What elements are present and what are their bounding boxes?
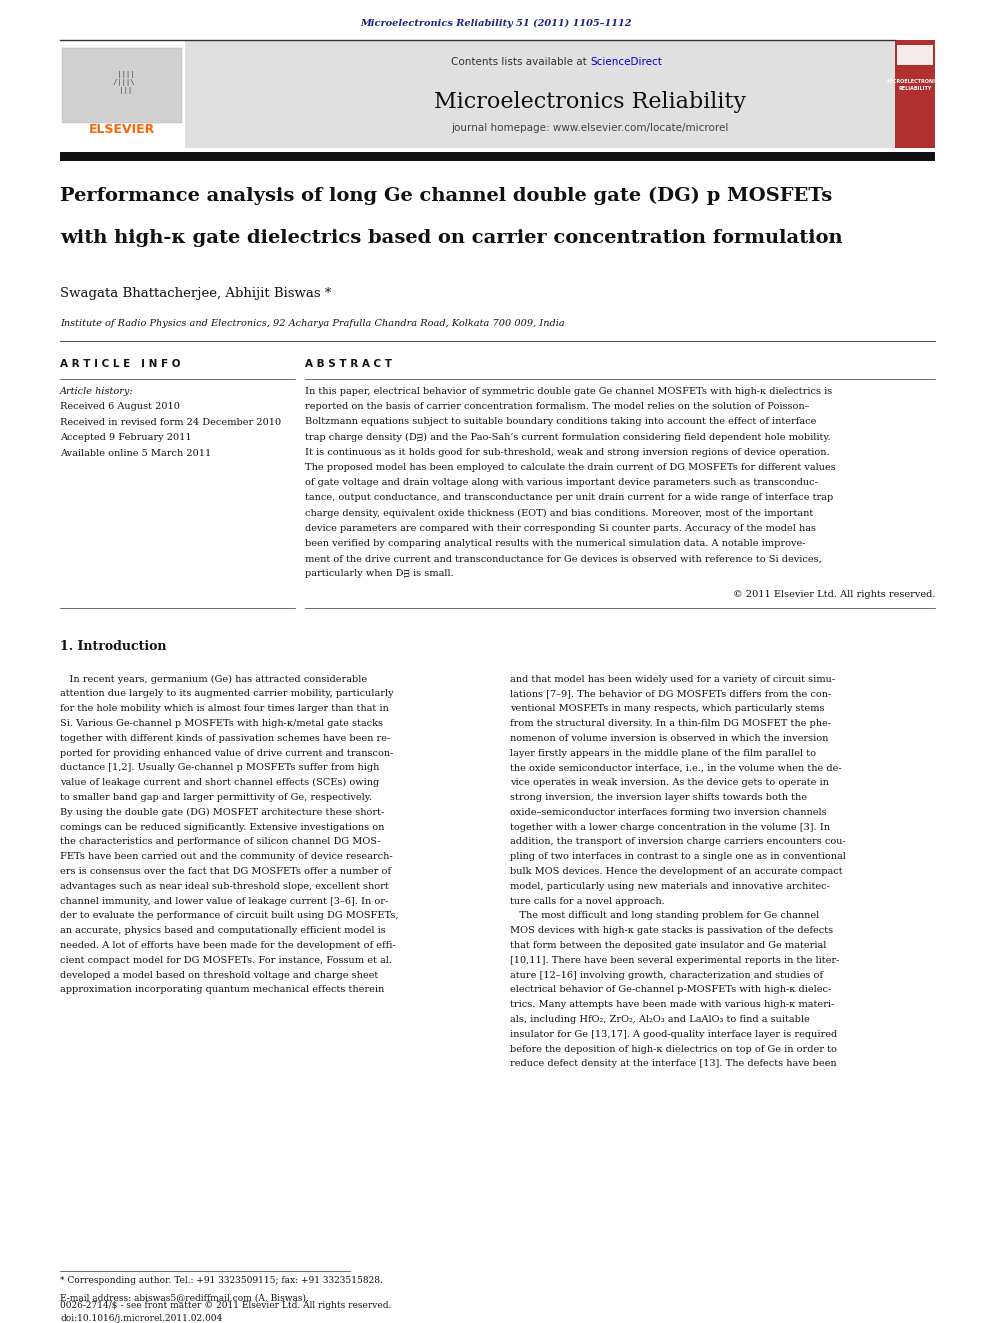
Text: 1. Introduction: 1. Introduction — [60, 639, 167, 652]
Text: ventional MOSFETs in many respects, which particularly stems: ventional MOSFETs in many respects, whic… — [510, 704, 824, 713]
Text: to smaller band gap and larger permittivity of Ge, respectively.: to smaller band gap and larger permittiv… — [60, 792, 372, 802]
Text: In recent years, germanium (Ge) has attracted considerable: In recent years, germanium (Ge) has attr… — [60, 675, 367, 684]
Text: value of leakage current and short channel effects (SCEs) owing: value of leakage current and short chann… — [60, 778, 379, 787]
Text: developed a model based on threshold voltage and charge sheet: developed a model based on threshold vol… — [60, 971, 378, 979]
Text: Boltzmann equations subject to suitable boundary conditions taking into account : Boltzmann equations subject to suitable … — [305, 417, 816, 426]
Text: doi:10.1016/j.microrel.2011.02.004: doi:10.1016/j.microrel.2011.02.004 — [60, 1314, 222, 1323]
Text: Contents lists available at: Contents lists available at — [451, 57, 590, 67]
Bar — [60, 40, 895, 148]
Text: der to evaluate the performance of circuit built using DG MOSFETs,: der to evaluate the performance of circu… — [60, 912, 399, 921]
Text: lations [7–9]. The behavior of DG MOSFETs differs from the con-: lations [7–9]. The behavior of DG MOSFET… — [510, 689, 831, 699]
Text: Accepted 9 February 2011: Accepted 9 February 2011 — [60, 434, 191, 442]
Text: Available online 5 March 2011: Available online 5 March 2011 — [60, 448, 211, 458]
Text: comings can be reduced significantly. Extensive investigations on: comings can be reduced significantly. Ex… — [60, 823, 384, 832]
Text: Microelectronics Reliability 51 (2011) 1105–1112: Microelectronics Reliability 51 (2011) 1… — [360, 19, 632, 28]
Text: pling of two interfaces in contrast to a single one as in conventional: pling of two interfaces in contrast to a… — [510, 852, 846, 861]
Text: been verified by comparing analytical results with the numerical simulation data: been verified by comparing analytical re… — [305, 538, 806, 548]
Text: Received in revised form 24 December 2010: Received in revised form 24 December 201… — [60, 418, 281, 427]
Text: ductance [1,2]. Usually Ge-channel p MOSFETs suffer from high: ductance [1,2]. Usually Ge-channel p MOS… — [60, 763, 379, 773]
Text: ported for providing enhanced value of drive current and transcon-: ported for providing enhanced value of d… — [60, 749, 394, 758]
Text: trap charge density (Dᴟ) and the Pao-Sah’s current formulation considering field: trap charge density (Dᴟ) and the Pao-Sah… — [305, 433, 830, 442]
Text: ature [12–16] involving growth, characterization and studies of: ature [12–16] involving growth, characte… — [510, 971, 823, 979]
Text: attention due largely to its augmented carrier mobility, particularly: attention due largely to its augmented c… — [60, 689, 394, 699]
Text: Received 6 August 2010: Received 6 August 2010 — [60, 402, 180, 411]
Text: the characteristics and performance of silicon channel DG MOS-: the characteristics and performance of s… — [60, 837, 381, 847]
Text: with high-κ gate dielectrics based on carrier concentration formulation: with high-κ gate dielectrics based on ca… — [60, 229, 842, 247]
Text: of gate voltage and drain voltage along with various important device parameters: of gate voltage and drain voltage along … — [305, 478, 817, 487]
Text: A R T I C L E   I N F O: A R T I C L E I N F O — [60, 359, 181, 369]
Text: strong inversion, the inversion layer shifts towards both the: strong inversion, the inversion layer sh… — [510, 792, 807, 802]
Text: journal homepage: www.elsevier.com/locate/microrel: journal homepage: www.elsevier.com/locat… — [451, 123, 729, 134]
Text: By using the double gate (DG) MOSFET architecture these short-: By using the double gate (DG) MOSFET arc… — [60, 808, 384, 816]
Text: Si. Various Ge-channel p MOSFETs with high-κ/metal gate stacks: Si. Various Ge-channel p MOSFETs with hi… — [60, 718, 383, 728]
Text: an accurate, physics based and computationally efficient model is: an accurate, physics based and computati… — [60, 926, 386, 935]
Text: cient compact model for DG MOSFETs. For instance, Fossum et al.: cient compact model for DG MOSFETs. For … — [60, 955, 392, 964]
Text: vice operates in weak inversion. As the device gets to operate in: vice operates in weak inversion. As the … — [510, 778, 829, 787]
Text: advantages such as near ideal sub-threshold slope, excellent short: advantages such as near ideal sub-thresh… — [60, 882, 389, 890]
Text: ELSEVIER: ELSEVIER — [89, 123, 155, 136]
Text: layer firstly appears in the middle plane of the film parallel to: layer firstly appears in the middle plan… — [510, 749, 816, 758]
Text: and that model has been widely used for a variety of circuit simu-: and that model has been widely used for … — [510, 675, 835, 684]
Text: Swagata Bhattacherjee, Abhijit Biswas *: Swagata Bhattacherjee, Abhijit Biswas * — [60, 287, 331, 300]
Text: bulk MOS devices. Hence the development of an accurate compact: bulk MOS devices. Hence the development … — [510, 867, 842, 876]
Text: the oxide semiconductor interface, i.e., in the volume when the de-: the oxide semiconductor interface, i.e.,… — [510, 763, 841, 773]
Text: © 2011 Elsevier Ltd. All rights reserved.: © 2011 Elsevier Ltd. All rights reserved… — [732, 590, 935, 598]
Text: from the structural diversity. In a thin-film DG MOSFET the phe-: from the structural diversity. In a thin… — [510, 718, 831, 728]
Text: MOS devices with high-κ gate stacks is passivation of the defects: MOS devices with high-κ gate stacks is p… — [510, 926, 833, 935]
Text: reported on the basis of carrier concentration formalism. The model relies on th: reported on the basis of carrier concent… — [305, 402, 809, 411]
Text: model, particularly using new materials and innovative architec-: model, particularly using new materials … — [510, 882, 830, 890]
Text: trics. Many attempts have been made with various high-κ materi-: trics. Many attempts have been made with… — [510, 1000, 834, 1009]
Text: * Corresponding author. Tel.: +91 3323509115; fax: +91 3323515828.: * Corresponding author. Tel.: +91 332350… — [60, 1275, 383, 1285]
Bar — [897, 45, 933, 65]
Text: approximation incorporating quantum mechanical effects therein: approximation incorporating quantum mech… — [60, 986, 384, 995]
Text: The proposed model has been employed to calculate the drain current of DG MOSFET: The proposed model has been employed to … — [305, 463, 835, 472]
Text: for the hole mobility which is almost four times larger than that in: for the hole mobility which is almost fo… — [60, 704, 389, 713]
Text: A B S T R A C T: A B S T R A C T — [305, 359, 392, 369]
Text: together with different kinds of passivation schemes have been re-: together with different kinds of passiva… — [60, 734, 390, 742]
Bar — [60, 40, 185, 148]
Text: that form between the deposited gate insulator and Ge material: that form between the deposited gate ins… — [510, 941, 826, 950]
Text: needed. A lot of efforts have been made for the development of effi-: needed. A lot of efforts have been made … — [60, 941, 396, 950]
Text: before the deposition of high-κ dielectrics on top of Ge in order to: before the deposition of high-κ dielectr… — [510, 1045, 837, 1053]
Text: It is continuous as it holds good for sub-threshold, weak and strong inversion r: It is continuous as it holds good for su… — [305, 447, 829, 456]
Text: 0026-2714/$ - see front matter © 2011 Elsevier Ltd. All rights reserved.: 0026-2714/$ - see front matter © 2011 El… — [60, 1301, 392, 1310]
Text: E-mail address: abiswas5@rediffmail.com (A. Biswas).: E-mail address: abiswas5@rediffmail.com … — [60, 1293, 309, 1302]
Text: addition, the transport of inversion charge carriers encounters cou-: addition, the transport of inversion cha… — [510, 837, 846, 847]
Text: reduce defect density at the interface [13]. The defects have been: reduce defect density at the interface [… — [510, 1060, 836, 1069]
Text: Microelectronics Reliability: Microelectronics Reliability — [434, 91, 746, 112]
Text: ers is consensus over the fact that DG MOSFETs offer a number of: ers is consensus over the fact that DG M… — [60, 867, 391, 876]
Text: Institute of Radio Physics and Electronics, 92 Acharya Prafulla Chandra Road, Ko: Institute of Radio Physics and Electroni… — [60, 319, 564, 328]
Text: tance, output conductance, and transconductance per unit drain current for a wid: tance, output conductance, and transcond… — [305, 493, 833, 503]
Text: The most difficult and long standing problem for Ge channel: The most difficult and long standing pro… — [510, 912, 819, 921]
Text: [10,11]. There have been several experimental reports in the liter-: [10,11]. There have been several experim… — [510, 955, 839, 964]
Text: FETs have been carried out and the community of device research-: FETs have been carried out and the commu… — [60, 852, 393, 861]
Bar — [895, 40, 935, 148]
Text: Performance analysis of long Ge channel double gate (DG) p MOSFETs: Performance analysis of long Ge channel … — [60, 187, 832, 205]
Text: ScienceDirect: ScienceDirect — [590, 57, 662, 67]
Text: In this paper, electrical behavior of symmetric double gate Ge channel MOSFETs w: In this paper, electrical behavior of sy… — [305, 388, 832, 396]
Text: particularly when Dᴟ is small.: particularly when Dᴟ is small. — [305, 569, 453, 578]
Text: oxide–semiconductor interfaces forming two inversion channels: oxide–semiconductor interfaces forming t… — [510, 808, 826, 816]
Text: channel immunity, and lower value of leakage current [3–6]. In or-: channel immunity, and lower value of lea… — [60, 897, 388, 906]
Text: electrical behavior of Ge-channel p-MOSFETs with high-κ dielec-: electrical behavior of Ge-channel p-MOSF… — [510, 986, 831, 995]
Bar — [60, 152, 935, 161]
Text: ||||
 /|||\
  |||: |||| /|||\ ||| — [109, 71, 135, 94]
Text: ture calls for a novel approach.: ture calls for a novel approach. — [510, 897, 665, 906]
Text: Article history:: Article history: — [60, 388, 134, 396]
Text: MICROELECTRONICS
RELIABILITY: MICROELECTRONICS RELIABILITY — [887, 79, 943, 90]
Text: insulator for Ge [13,17]. A good-quality interface layer is required: insulator for Ge [13,17]. A good-quality… — [510, 1029, 837, 1039]
Text: together with a lower charge concentration in the volume [3]. In: together with a lower charge concentrati… — [510, 823, 830, 832]
Text: als, including HfO₂, ZrO₂, Al₂O₃ and LaAlO₃ to find a suitable: als, including HfO₂, ZrO₂, Al₂O₃ and LaA… — [510, 1015, 809, 1024]
Text: charge density, equivalent oxide thickness (EOT) and bias conditions. Moreover, : charge density, equivalent oxide thickne… — [305, 508, 813, 517]
Text: ment of the drive current and transconductance for Ge devices is observed with r: ment of the drive current and transcondu… — [305, 554, 821, 564]
Text: nomenon of volume inversion is observed in which the inversion: nomenon of volume inversion is observed … — [510, 734, 828, 742]
Text: device parameters are compared with their corresponding Si counter parts. Accura: device parameters are compared with thei… — [305, 524, 816, 533]
Bar — [62, 48, 182, 123]
